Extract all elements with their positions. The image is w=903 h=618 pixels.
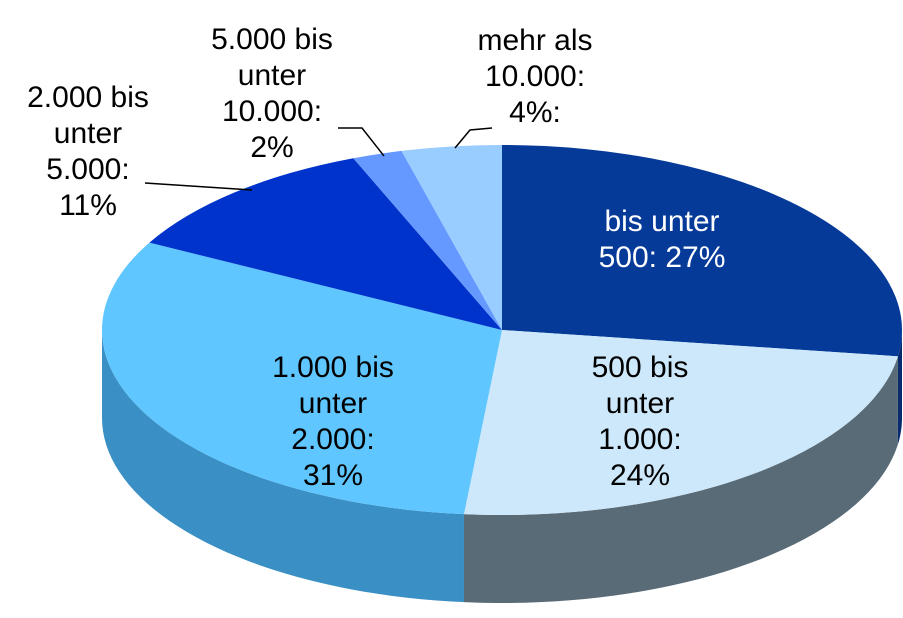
slice — [353, 150, 502, 330]
pie-sides — [102, 330, 902, 603]
leader-line — [144, 182, 253, 191]
data-label: 500 bis unter 1.000: 24% — [592, 351, 689, 492]
slice — [149, 158, 503, 330]
slice — [463, 330, 898, 515]
pie-tops — [102, 145, 902, 515]
slice — [502, 145, 902, 357]
data-label: mehr als 10.000: 4%: — [477, 24, 592, 129]
data-label: 1.000 bis unter 2.000: 31% — [272, 351, 394, 492]
data-label: bis unter 500: 27% — [599, 205, 726, 274]
slice-side — [897, 330, 902, 445]
slice-side — [102, 330, 464, 603]
leader-line — [454, 127, 493, 149]
data-label: 5.000 bis unter 10.000: 2% — [211, 23, 333, 164]
slice — [102, 242, 502, 515]
leader-line — [338, 127, 385, 157]
slice-side — [463, 356, 898, 603]
slice — [401, 145, 502, 330]
data-label: 2.000 bis unter 5.000: 11% — [27, 81, 149, 222]
